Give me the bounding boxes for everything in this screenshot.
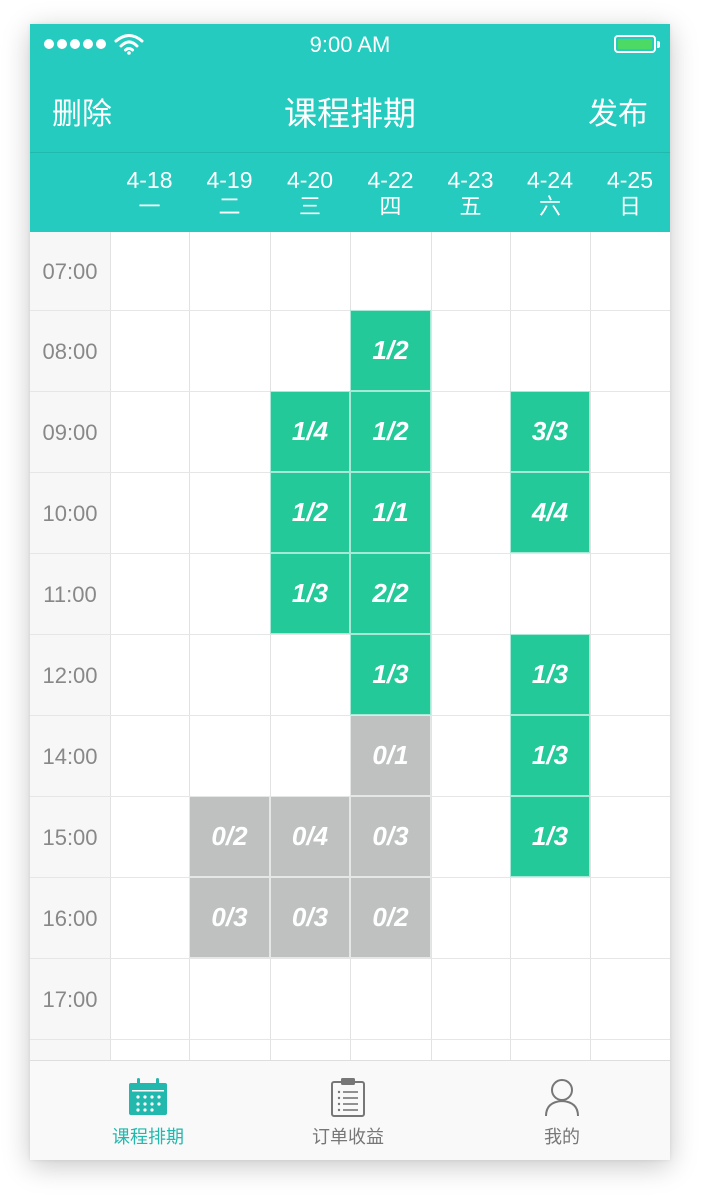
signal-dots-icon	[44, 39, 106, 49]
tab-clipboard[interactable]: 订单收益	[266, 1061, 430, 1160]
day-weekday: 日	[618, 194, 641, 219]
time-label: 14:00	[42, 743, 98, 769]
tab-bar: 课程排期 订单收益 我的	[30, 1060, 670, 1160]
schedule-slot[interactable]: 0/2	[350, 877, 431, 958]
day-weekday: 二	[218, 194, 241, 219]
schedule-slot[interactable]: 0/3	[350, 796, 431, 877]
grid-column-line	[110, 232, 111, 1060]
schedule-grid: 07:00 08:00 09:00 10:00 11:00 12:00 14:00 15:00…	[30, 232, 670, 1060]
schedule-slot[interactable]: 1/2	[270, 472, 350, 553]
schedule-slot[interactable]: 1/2	[350, 391, 431, 472]
schedule-slot[interactable]: 4/4	[510, 472, 590, 553]
grid-column-line	[590, 232, 591, 1060]
phone-screen: 9:00 AM 删除 课程排期 发布 4-18 一 4-19 二 4-20 三 4-22 四 4…	[30, 24, 670, 1160]
day-weekday: 四	[379, 194, 402, 219]
day-header: 4-19 二	[189, 167, 270, 225]
schedule-slot[interactable]: 0/3	[270, 877, 350, 958]
schedule-slot[interactable]: 0/1	[350, 715, 431, 796]
time-column	[30, 232, 110, 1060]
tab-calendar[interactable]: 课程排期	[50, 1061, 246, 1160]
time-label: 10:00	[42, 500, 98, 526]
day-date: 4-25	[606, 167, 654, 193]
day-header: 4-20 三	[270, 167, 350, 225]
day-header: 4-22 四	[350, 167, 431, 225]
day-header: 4-25 日	[590, 167, 670, 225]
grid-column-line	[431, 232, 432, 1060]
schedule-slot[interactable]: 0/4	[270, 796, 350, 877]
clipboard-icon	[331, 1078, 365, 1117]
page-title: 课程排期	[284, 95, 416, 132]
calendar-icon	[129, 1078, 167, 1115]
schedule-slot[interactable]: 1/2	[350, 310, 431, 391]
delete-button[interactable]: 删除	[52, 98, 112, 131]
schedule-slot[interactable]: 1/1	[350, 472, 431, 553]
day-weekday: 一	[138, 194, 161, 219]
grid-column-line	[270, 232, 271, 1060]
time-label: 09:00	[42, 419, 98, 445]
day-date: 4-23	[447, 167, 494, 193]
time-label: 12:00	[42, 662, 98, 688]
schedule-slot[interactable]: 1/4	[270, 391, 350, 472]
schedule-slot[interactable]: 0/2	[189, 796, 270, 877]
status-time: 9:00 AM	[309, 32, 391, 57]
time-label: 16:00	[42, 905, 98, 931]
wifi-icon	[114, 34, 144, 55]
grid-row-line	[30, 1039, 670, 1040]
time-label: 07:00	[42, 259, 98, 284]
day-header: 4-18 一	[110, 167, 189, 225]
day-weekday: 五	[459, 194, 482, 219]
schedule-slot[interactable]: 0/3	[189, 877, 270, 958]
tab-person[interactable]: 我的	[482, 1061, 642, 1160]
schedule-slot[interactable]: 1/3	[510, 715, 590, 796]
day-date: 4-18	[126, 167, 173, 193]
day-date: 4-20	[286, 167, 334, 193]
tab-label: 我的	[544, 1127, 580, 1147]
time-label: 15:00	[42, 824, 98, 850]
publish-button[interactable]: 发布	[588, 98, 648, 131]
time-label: 17:00	[42, 986, 98, 1012]
nav-bar: 删除 课程排期 发布	[30, 64, 670, 152]
schedule-slot[interactable]: 1/3	[510, 634, 590, 715]
day-weekday: 三	[298, 194, 321, 219]
tab-label: 订单收益	[312, 1127, 384, 1147]
battery-level	[618, 39, 652, 49]
tab-label: 课程排期	[112, 1127, 184, 1147]
schedule-slot[interactable]: 2/2	[350, 553, 431, 634]
battery-icon	[614, 35, 660, 53]
date-header: 4-18 一 4-19 二 4-20 三 4-22 四 4-23 五 4-24 六 4-25 日	[30, 152, 670, 232]
day-header: 4-23 五	[431, 167, 510, 225]
day-date: 4-19	[206, 167, 253, 193]
schedule-slot[interactable]: 3/3	[510, 391, 590, 472]
person-icon	[545, 1079, 579, 1117]
schedule-slot[interactable]: 1/3	[270, 553, 350, 634]
status-bar: 9:00 AM	[30, 24, 670, 64]
grid-column-line	[189, 232, 190, 1060]
time-label: 08:00	[42, 338, 98, 364]
day-date: 4-24	[526, 167, 574, 193]
schedule-slot[interactable]: 1/3	[350, 634, 431, 715]
day-weekday: 六	[538, 194, 561, 219]
day-header: 4-24 六	[510, 167, 590, 225]
schedule-slot[interactable]: 1/3	[510, 796, 590, 877]
day-date: 4-22	[367, 167, 414, 193]
grid-row-line	[30, 958, 670, 959]
time-label: 11:00	[43, 581, 97, 607]
